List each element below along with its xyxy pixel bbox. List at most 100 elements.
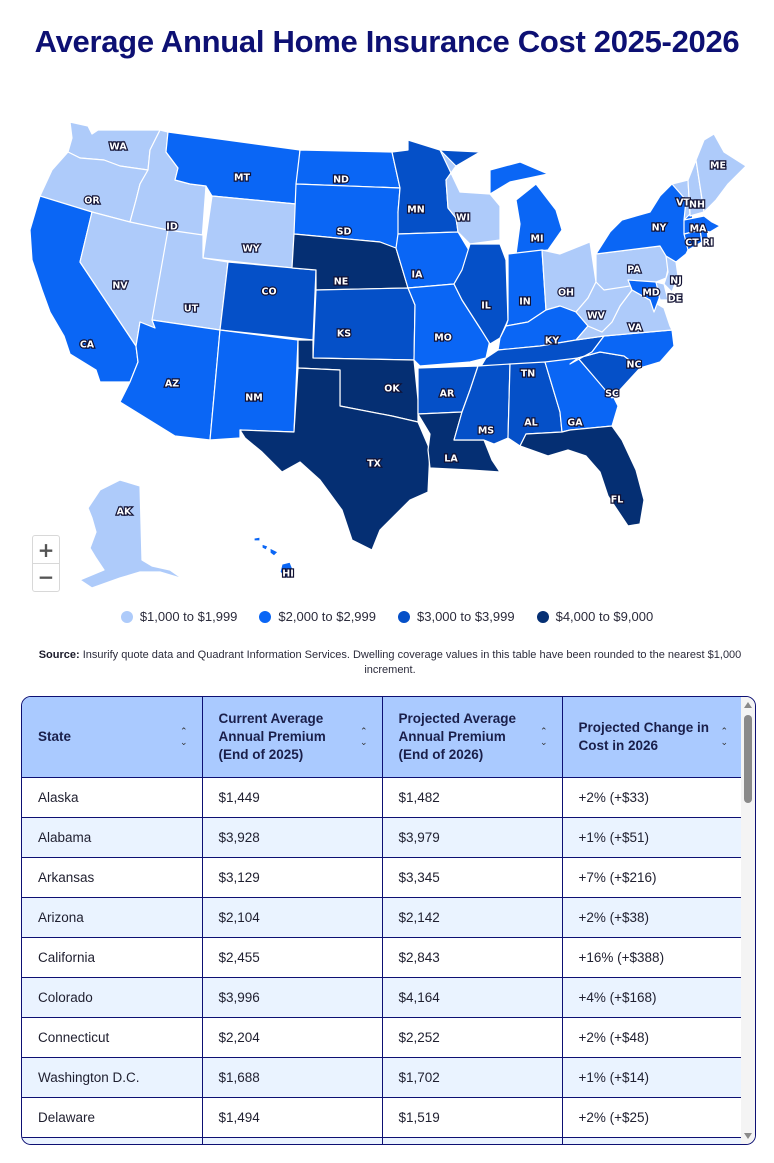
legend-swatch-tier-4 <box>536 610 549 623</box>
cell-change: +1% (+$14) <box>562 1057 742 1098</box>
legend-label: $4,000 to $9,000 <box>555 609 654 624</box>
state-nc[interactable] <box>569 329 675 369</box>
cell-change: +7% (+$216) <box>562 857 742 898</box>
cell-state: Arkansas <box>22 857 203 898</box>
zoom-in-button[interactable]: + <box>37 537 55 562</box>
page-title: Average Annual Home Insurance Cost 2025-… <box>34 24 740 59</box>
cell-state: California <box>22 937 203 978</box>
legend-swatch-tier-2 <box>259 610 272 623</box>
state-co[interactable] <box>219 261 317 341</box>
cell-projected: $4,164 <box>382 977 563 1018</box>
table-row: California $2,455 $2,843 +16% (+$388) <box>22 937 742 978</box>
table-row: Colorado $3,996 $4,164 +4% (+$168) <box>22 977 742 1018</box>
cell-state: Alaska <box>22 777 203 818</box>
column-header-projected-premium[interactable]: Projected Average Annual Premium (End of… <box>382 697 563 778</box>
state-me[interactable] <box>695 133 747 213</box>
state-fl[interactable] <box>519 425 645 527</box>
column-header-projected-change[interactable]: Projected Change in Cost in 2026 ⌃ ⌄ <box>562 697 742 778</box>
premium-table: State ⌃ ⌄ Current Average Annual Premium (… <box>22 697 742 1144</box>
cell-state: Delaware <box>22 1097 203 1138</box>
cell-state: Alabama <box>22 817 203 858</box>
sort-icon[interactable]: ⌃ ⌄ <box>539 725 548 747</box>
cell-current: $1,494 <box>202 1097 383 1138</box>
scrollbar-thumb[interactable] <box>744 715 752 803</box>
column-header-current-premium[interactable]: Current Average Annual Premium (End of 2… <box>202 697 383 778</box>
table-scrollbar[interactable] <box>741 697 755 1144</box>
state-mi[interactable] <box>489 161 563 255</box>
map-legend: $1,000 to $1,999 $2,000 to $2,999 $3,000… <box>0 609 774 624</box>
cell-change: +2% (+$25) <box>562 1097 742 1138</box>
cell-state: Connecticut <box>22 1017 203 1058</box>
cell-state: Washington D.C. <box>22 1057 203 1098</box>
state-de[interactable] <box>655 281 669 301</box>
cell-projected: $2,252 <box>382 1017 563 1058</box>
cell-change: +4% (+$168) <box>562 977 742 1018</box>
zoom-out-button[interactable]: − <box>33 563 59 590</box>
cell-projected: $2,142 <box>382 897 563 938</box>
table-row: Washington D.C. $1,688 $1,702 +1% (+$14) <box>22 1057 742 1098</box>
legend-label: $3,000 to $3,999 <box>417 609 515 624</box>
scroll-down-arrow-icon[interactable] <box>744 1133 752 1139</box>
cell-projected: $3,979 <box>382 817 563 858</box>
sort-icon[interactable]: ⌃ ⌄ <box>359 725 368 747</box>
legend-swatch-tier-3 <box>398 610 410 623</box>
cell-projected: $2,843 <box>382 937 563 978</box>
cell-current: $3,129 <box>202 857 383 898</box>
legend-label: $2,000 to $2,999 <box>278 609 376 624</box>
table-row: Connecticut $2,204 $2,252 +2% (+$48) <box>22 1017 742 1058</box>
state-nh[interactable] <box>687 159 705 217</box>
cell-projected: $1,702 <box>382 1057 563 1098</box>
table-row: Alaska $1,449 $1,482 +2% (+$33) <box>22 777 742 818</box>
scroll-up-arrow-icon[interactable] <box>744 702 752 708</box>
premium-table-container[interactable]: State ⌃ ⌄ Current Average Annual Premium (… <box>21 696 756 1145</box>
cell-change: +2% (+$33) <box>562 777 742 818</box>
table-row: Arizona $2,104 $2,142 +2% (+$38) <box>22 897 742 938</box>
cell-projected: $3,345 <box>382 857 563 898</box>
table-row: Arkansas $3,129 $3,345 +7% (+$216) <box>22 857 742 898</box>
cell-state: Arizona <box>22 897 203 938</box>
sort-icon[interactable]: ⌃ ⌄ <box>720 725 728 747</box>
cell-current: $3,996 <box>202 977 383 1018</box>
table-row <box>22 1137 742 1144</box>
cell-current: $1,688 <box>202 1057 383 1098</box>
state-hi[interactable] <box>253 536 295 579</box>
state-wy[interactable] <box>202 195 297 269</box>
sort-icon[interactable]: ⌃ ⌄ <box>179 725 188 747</box>
cell-change: +1% (+$51) <box>562 817 742 858</box>
state-tx[interactable] <box>239 367 431 551</box>
cell-change: +16% (+$388) <box>562 937 742 978</box>
state-ma[interactable] <box>683 215 721 235</box>
legend-swatch-tier-1 <box>120 610 133 623</box>
map-zoom-control: + − <box>32 535 60 592</box>
cell-current: $2,204 <box>202 1017 383 1058</box>
cell-change: +2% (+$48) <box>562 1017 742 1058</box>
state-ak[interactable] <box>79 479 201 591</box>
cell-change: +2% (+$38) <box>562 897 742 938</box>
state-vt[interactable] <box>671 179 691 221</box>
cell-current: $1,449 <box>202 777 383 818</box>
source-text: Insurify quote data and Quadrant Informa… <box>79 649 742 676</box>
source-label: Source: <box>38 649 80 661</box>
state-nm[interactable] <box>209 329 299 441</box>
table-row: Alabama $3,928 $3,979 +1% (+$51) <box>22 817 742 858</box>
cell-current: $2,104 <box>202 897 383 938</box>
source-note: Source: Insurify quote data and Quadrant… <box>30 648 750 678</box>
cell-projected: $1,482 <box>382 777 563 818</box>
state-il[interactable] <box>453 243 509 345</box>
legend-item: $4,000 to $9,000 <box>536 609 654 624</box>
legend-item: $2,000 to $2,999 <box>259 609 376 624</box>
column-header-state[interactable]: State ⌃ ⌄ <box>22 697 203 778</box>
us-choropleth-map[interactable]: WA OR ID NV UT WY WI OH PA WV VA NJ DE VT NH ME AK CA MT ND… <box>0 100 774 600</box>
legend-item: $1,000 to $1,999 <box>120 609 238 624</box>
state-ks[interactable] <box>312 287 416 361</box>
cell-current: $3,928 <box>202 817 383 858</box>
state-nd[interactable] <box>295 149 401 189</box>
cell-projected: $1,519 <box>382 1097 563 1138</box>
state-label-de: DE <box>668 294 682 305</box>
legend-item: $3,000 to $3,999 <box>398 609 515 624</box>
state-wi[interactable] <box>439 149 501 245</box>
table-header-row: State ⌃ ⌄ Current Average Annual Premium (… <box>22 697 742 778</box>
legend-label: $1,000 to $1,999 <box>139 609 238 624</box>
table-row: Delaware $1,494 $1,519 +2% (+$25) <box>22 1097 742 1138</box>
cell-state: Colorado <box>22 977 203 1018</box>
